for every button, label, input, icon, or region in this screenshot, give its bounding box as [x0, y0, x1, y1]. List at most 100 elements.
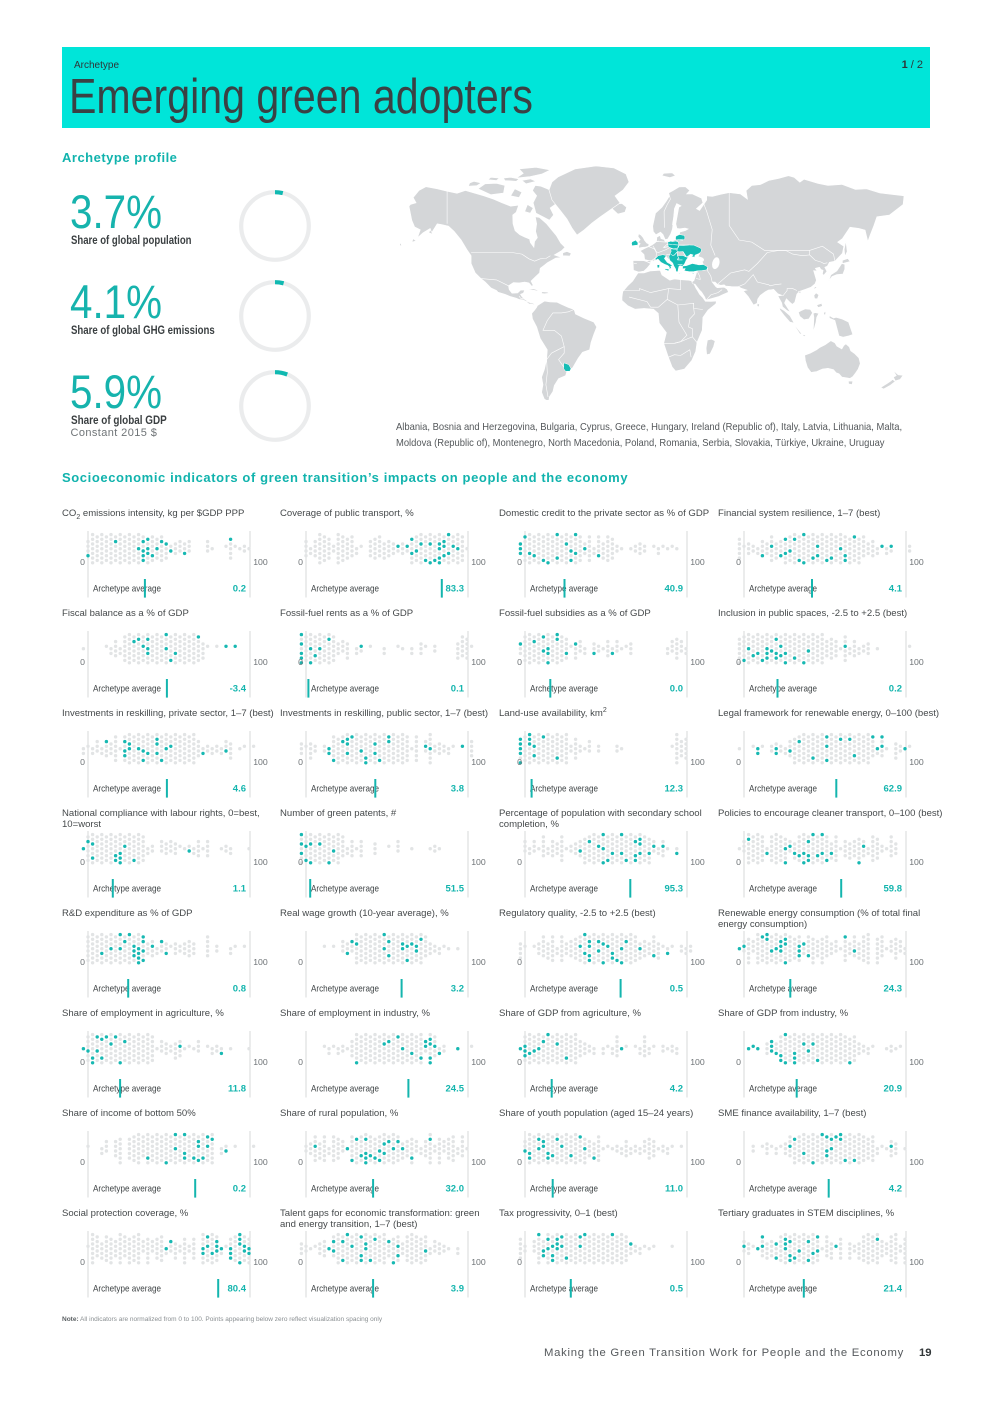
- svg-text:0: 0: [298, 957, 303, 967]
- svg-text:0: 0: [298, 757, 303, 767]
- svg-text:Archetype average: Archetype average: [530, 984, 598, 995]
- svg-text:0: 0: [80, 957, 85, 967]
- svg-text:83.3: 83.3: [446, 584, 465, 595]
- svg-text:Archetype average: Archetype average: [311, 784, 379, 795]
- svg-text:Archetype average: Archetype average: [749, 784, 817, 795]
- svg-text:Archetype average: Archetype average: [749, 1184, 817, 1195]
- svg-text:100: 100: [690, 1057, 705, 1067]
- svg-text:0: 0: [517, 1157, 522, 1167]
- svg-text:0.2: 0.2: [233, 584, 246, 595]
- svg-text:62.9: 62.9: [884, 784, 903, 795]
- svg-text:Archetype average: Archetype average: [311, 1284, 379, 1295]
- svg-text:0: 0: [517, 657, 522, 667]
- svg-text:0: 0: [80, 1057, 85, 1067]
- svg-text:0: 0: [517, 757, 522, 767]
- svg-text:100: 100: [909, 657, 924, 667]
- svg-text:Archetype average: Archetype average: [311, 884, 379, 895]
- svg-text:100: 100: [909, 1057, 924, 1067]
- svg-text:0: 0: [80, 1257, 85, 1267]
- svg-text:0: 0: [298, 657, 303, 667]
- svg-text:100: 100: [253, 857, 268, 867]
- svg-text:0: 0: [736, 657, 741, 667]
- svg-text:4.2: 4.2: [889, 1184, 902, 1195]
- svg-text:100: 100: [690, 557, 705, 567]
- svg-text:Archetype average: Archetype average: [311, 1084, 379, 1095]
- svg-text:0: 0: [736, 757, 741, 767]
- svg-text:100: 100: [471, 557, 486, 567]
- svg-text:100: 100: [253, 757, 268, 767]
- svg-text:51.5: 51.5: [446, 884, 465, 895]
- svg-text:Archetype average: Archetype average: [749, 984, 817, 995]
- svg-text:0: 0: [736, 857, 741, 867]
- svg-text:Archetype average: Archetype average: [530, 1284, 598, 1295]
- svg-text:40.9: 40.9: [665, 584, 684, 595]
- svg-text:100: 100: [690, 957, 705, 967]
- svg-text:100: 100: [690, 757, 705, 767]
- svg-text:Archetype average: Archetype average: [93, 884, 161, 895]
- svg-text:0: 0: [298, 557, 303, 567]
- svg-text:0: 0: [517, 557, 522, 567]
- svg-text:100: 100: [471, 657, 486, 667]
- svg-text:4.6: 4.6: [233, 784, 246, 795]
- svg-text:0: 0: [736, 1157, 741, 1167]
- svg-text:Archetype average: Archetype average: [93, 984, 161, 995]
- svg-text:100: 100: [253, 657, 268, 667]
- svg-text:4.1: 4.1: [889, 584, 903, 595]
- svg-text:0.2: 0.2: [233, 1184, 246, 1195]
- svg-text:Archetype average: Archetype average: [93, 1184, 161, 1195]
- svg-text:0.8: 0.8: [233, 984, 246, 995]
- svg-text:100: 100: [909, 957, 924, 967]
- svg-text:Archetype average: Archetype average: [749, 1084, 817, 1095]
- svg-text:0: 0: [298, 1257, 303, 1267]
- svg-text:100: 100: [690, 857, 705, 867]
- svg-text:100: 100: [690, 1157, 705, 1167]
- svg-text:Archetype average: Archetype average: [530, 1184, 598, 1195]
- svg-text:0: 0: [80, 1157, 85, 1167]
- svg-text:0.0: 0.0: [670, 684, 683, 695]
- svg-text:Archetype average: Archetype average: [93, 1284, 161, 1295]
- svg-text:100: 100: [471, 957, 486, 967]
- svg-text:0: 0: [298, 857, 303, 867]
- svg-text:100: 100: [471, 757, 486, 767]
- svg-text:Archetype average: Archetype average: [530, 684, 598, 695]
- svg-text:0: 0: [736, 1057, 741, 1067]
- svg-text:Archetype average: Archetype average: [311, 684, 379, 695]
- svg-text:100: 100: [471, 857, 486, 867]
- svg-text:3.2: 3.2: [451, 984, 464, 995]
- svg-text:95.3: 95.3: [665, 884, 684, 895]
- svg-text:24.5: 24.5: [446, 1084, 465, 1095]
- svg-text:100: 100: [690, 1257, 705, 1267]
- svg-text:0: 0: [298, 1157, 303, 1167]
- svg-text:100: 100: [690, 657, 705, 667]
- svg-text:Archetype average: Archetype average: [749, 1284, 817, 1295]
- svg-text:Archetype average: Archetype average: [93, 684, 161, 695]
- svg-text:59.8: 59.8: [884, 884, 903, 895]
- svg-text:1.1: 1.1: [233, 884, 247, 895]
- svg-text:100: 100: [253, 1257, 268, 1267]
- svg-text:3.8: 3.8: [451, 784, 464, 795]
- svg-text:4.2: 4.2: [670, 1084, 683, 1095]
- svg-text:0: 0: [517, 857, 522, 867]
- svg-text:100: 100: [253, 557, 268, 567]
- svg-text:Archetype average: Archetype average: [93, 584, 161, 595]
- svg-text:0: 0: [80, 857, 85, 867]
- svg-text:0: 0: [298, 1057, 303, 1067]
- svg-text:0: 0: [736, 557, 741, 567]
- svg-text:20.9: 20.9: [884, 1084, 903, 1095]
- svg-text:100: 100: [253, 957, 268, 967]
- svg-text:0: 0: [517, 1057, 522, 1067]
- svg-text:Archetype average: Archetype average: [93, 784, 161, 795]
- svg-text:100: 100: [253, 1157, 268, 1167]
- svg-text:12.3: 12.3: [665, 784, 684, 795]
- svg-text:100: 100: [471, 1057, 486, 1067]
- svg-text:Archetype average: Archetype average: [749, 884, 817, 895]
- svg-text:11.0: 11.0: [665, 1184, 683, 1195]
- svg-text:80.4: 80.4: [228, 1284, 247, 1295]
- svg-text:0: 0: [736, 957, 741, 967]
- svg-text:Archetype average: Archetype average: [530, 884, 598, 895]
- svg-text:0: 0: [517, 957, 522, 967]
- svg-text:Archetype average: Archetype average: [530, 784, 598, 795]
- svg-text:100: 100: [471, 1157, 486, 1167]
- svg-text:24.3: 24.3: [884, 984, 903, 995]
- svg-text:100: 100: [253, 1057, 268, 1067]
